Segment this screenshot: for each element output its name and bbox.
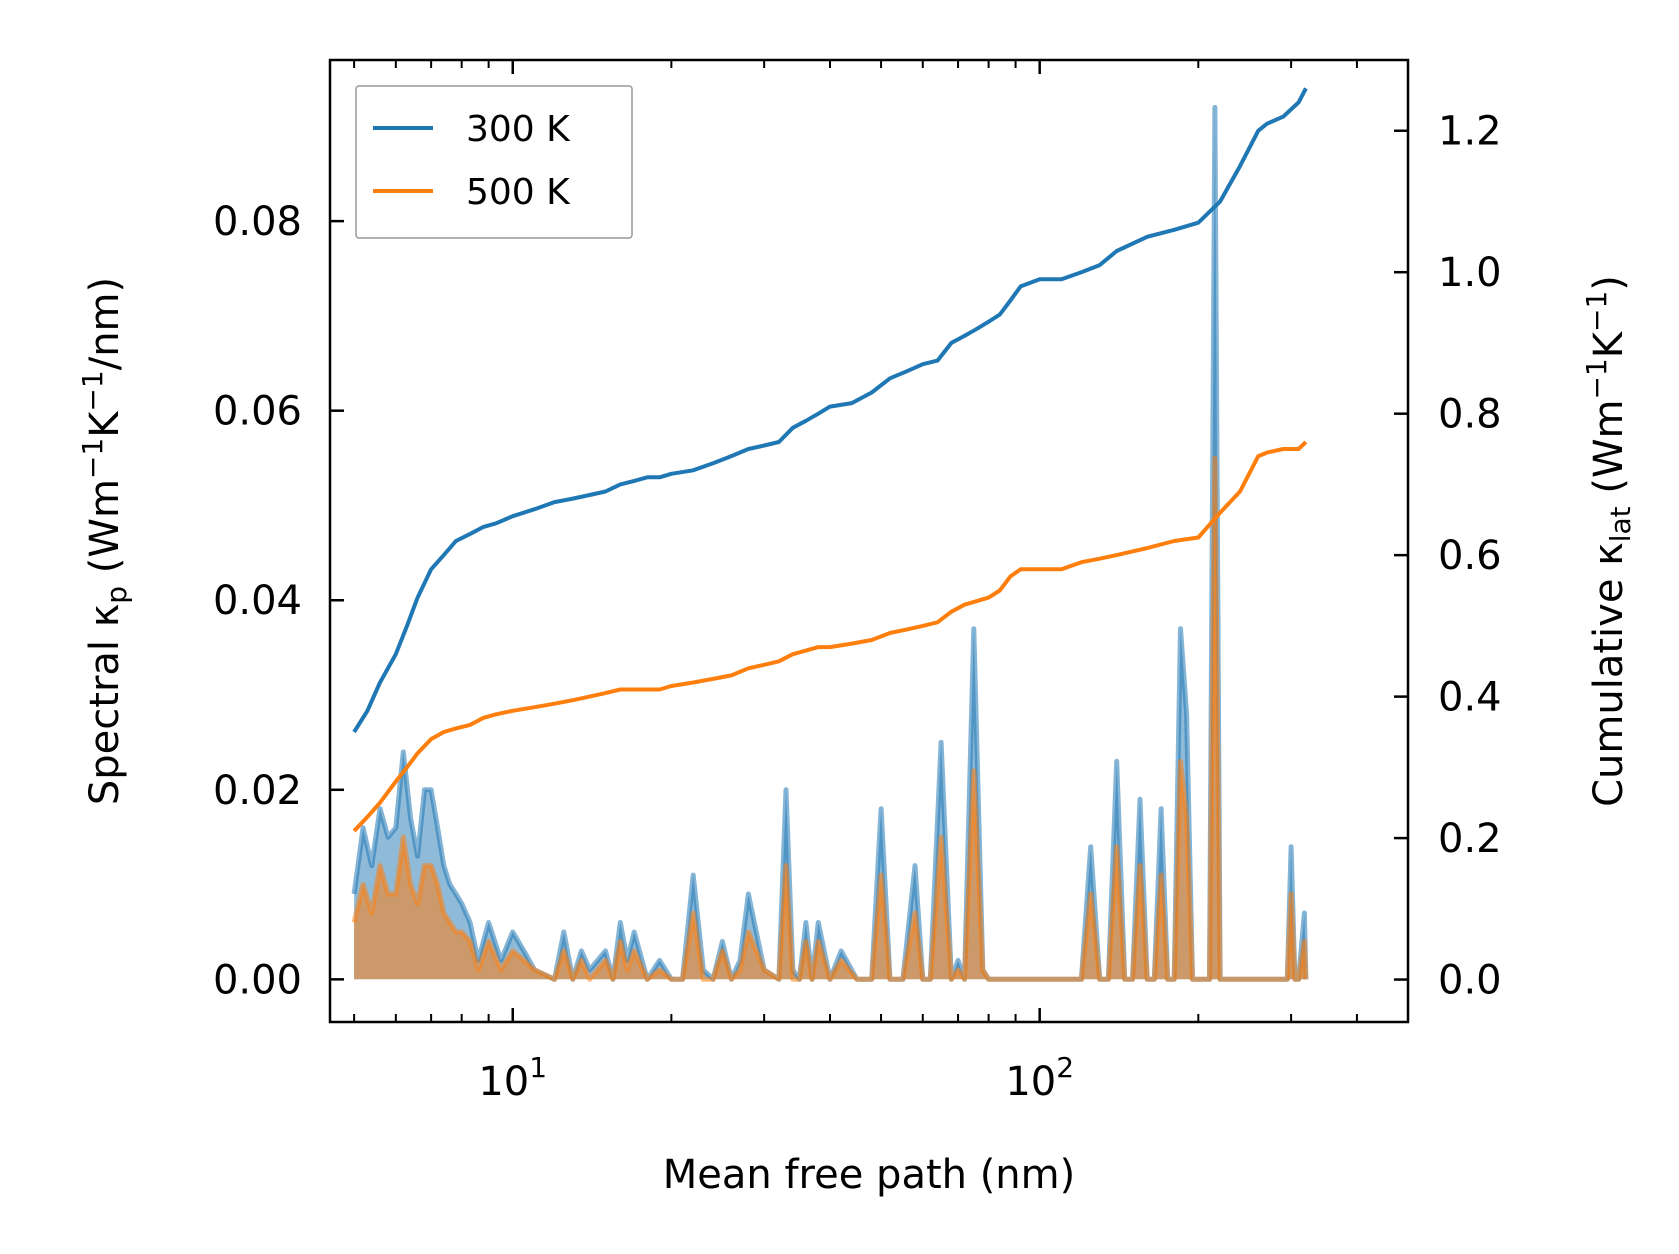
- y-left-tick-label: 0.08: [213, 199, 302, 245]
- legend: 300 K 500 K: [355, 85, 633, 239]
- y-right-tick-label: 0.2: [1438, 816, 1502, 862]
- y-right-tick-label: 0.6: [1438, 533, 1502, 579]
- y-left-title-sup1: −1: [76, 438, 109, 479]
- y-axis-left-title: Spectral κp (Wm−1K−1/nm): [76, 277, 133, 805]
- y-left-tick-label: 0.06: [213, 389, 302, 435]
- axis-ticks: 101 1020.000.020.040.060.080.00.20.40.60.…: [213, 60, 1502, 1105]
- y-right-tick-label: 0.8: [1438, 392, 1502, 438]
- y-left-tick-label: 0.00: [213, 957, 302, 1003]
- y-right-title-sup1: −1: [1580, 358, 1613, 399]
- plot-frame: [328, 58, 1410, 1024]
- y-right-title-sup2: −1: [1580, 291, 1613, 332]
- legend-label-500k: 500 K: [466, 172, 571, 213]
- y-left-title-sup2: −1: [76, 370, 109, 411]
- cumulative-line-300k: [352, 87, 1308, 734]
- x-axis-title: Mean free path (nm): [663, 1152, 1075, 1198]
- y-left-title-main: Spectral κ: [82, 604, 128, 805]
- cumulative-series-layer: [352, 87, 1308, 833]
- x-tick-base: 10: [1005, 1059, 1056, 1105]
- legend-frame: [355, 85, 633, 239]
- spectral-line-500k: [351, 455, 1309, 982]
- legend-label-300k: 300 K: [466, 109, 571, 150]
- y-right-title-units: (Wm: [1586, 400, 1632, 507]
- y-right-tick-label: 1.0: [1438, 250, 1502, 296]
- x-tick-exponent: 2: [1056, 1051, 1074, 1084]
- y-right-tick-label: 1.2: [1438, 109, 1502, 155]
- y-left-title-units: (Wm: [82, 479, 128, 586]
- y-left-title-units-mid: K: [82, 410, 128, 438]
- y-left-tick-label: 0.02: [213, 768, 302, 814]
- y-left-title-units-end: /nm): [82, 277, 128, 370]
- y-right-title-units-mid: K: [1586, 330, 1632, 358]
- x-tick-exponent: 1: [529, 1051, 547, 1084]
- x-tick-base: 10: [478, 1059, 529, 1105]
- y-right-title-main: Cumulative κ: [1586, 542, 1632, 807]
- y-left-tick-label: 0.04: [213, 578, 302, 624]
- y-right-tick-label: 0.0: [1438, 958, 1502, 1004]
- y-right-title-units-end: ): [1586, 275, 1632, 291]
- y-right-title-sub: lat: [1604, 506, 1637, 542]
- spectral-series-layer: [351, 104, 1309, 982]
- y-axis-right-title: Cumulative κlat (Wm−1K−1): [1580, 275, 1637, 807]
- cumulative-line-500k: [352, 440, 1308, 833]
- x-tick-label: 101: [478, 1051, 547, 1105]
- y-right-tick-label: 0.4: [1438, 675, 1502, 721]
- x-tick-label: 102: [1005, 1051, 1074, 1105]
- y-left-title-sub: p: [100, 586, 133, 604]
